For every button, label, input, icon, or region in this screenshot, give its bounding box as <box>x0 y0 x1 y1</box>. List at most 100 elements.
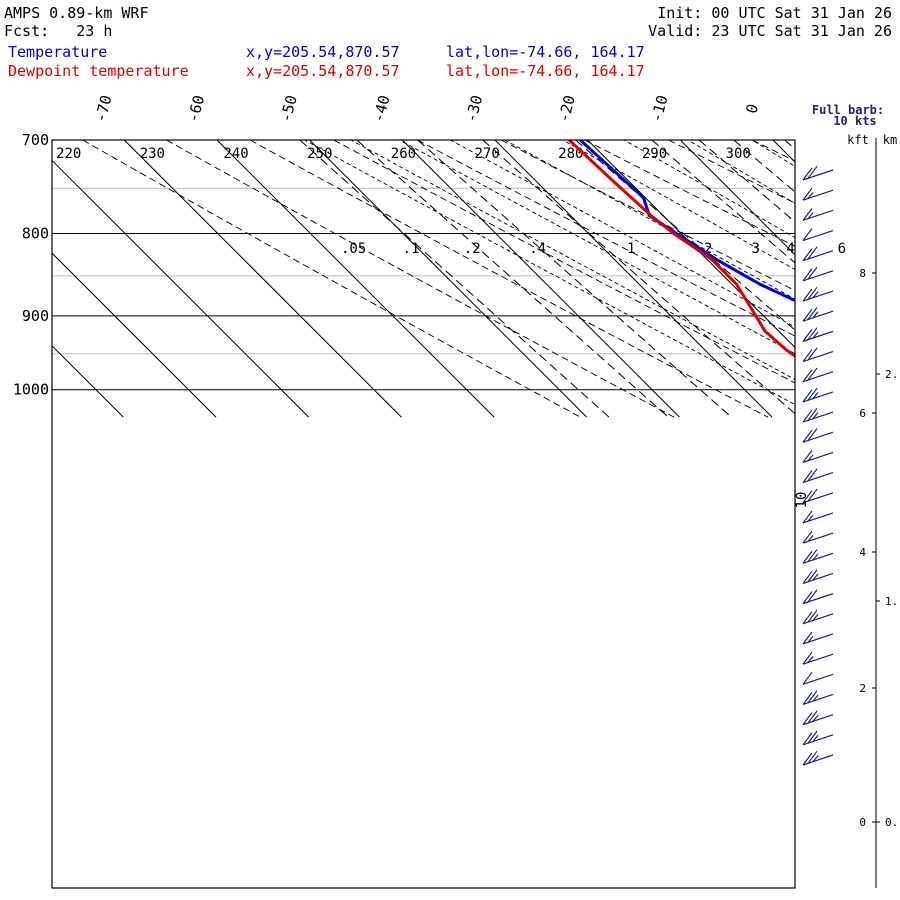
wind-barb-staff <box>802 693 834 706</box>
wind-barb <box>802 730 834 746</box>
wind-barb-half <box>812 573 819 581</box>
kft-tick-label: 2 <box>859 682 866 695</box>
wind-barb-flag <box>807 165 818 179</box>
wind-barb-half <box>807 212 814 220</box>
mixing-ratio-label: 4 <box>786 241 794 257</box>
km-tick-label: 1. <box>885 595 898 608</box>
legend-dewpoint-xy: x,y=205.54,870.57 <box>246 62 400 80</box>
legend-temperature-xy: x,y=205.54,870.57 <box>246 43 400 61</box>
moist-adiabat-line <box>350 140 795 380</box>
wind-barb <box>802 187 834 201</box>
wind-barb-flag <box>807 468 818 482</box>
wind-barb-flag <box>807 367 818 381</box>
wind-barb-flag <box>802 450 813 463</box>
wind-barb-flag <box>807 408 818 421</box>
mixing-ratio-label: .05 <box>341 241 366 257</box>
wind-barb-flag <box>802 631 813 645</box>
wind-barb-flag <box>802 389 813 403</box>
wind-barb-half <box>812 735 819 742</box>
wind-barb-flag <box>802 248 813 262</box>
legend-dewpoint: Dewpoint temperature <box>8 62 189 80</box>
wind-barb-staff <box>802 169 834 181</box>
wind-barb-flag <box>802 530 813 544</box>
isotherm-line <box>772 139 796 163</box>
wind-barb-staff <box>802 673 834 685</box>
wind-barb-flag <box>802 732 813 746</box>
legend-temperature-latlon: lat,lon=-74.66, 164.17 <box>446 43 645 61</box>
wind-barb <box>802 307 834 322</box>
dry-adiabat-label: 250 <box>307 146 332 162</box>
pressure-tick-label: 700 <box>22 131 49 149</box>
wind-barb <box>802 266 834 282</box>
wind-barb-staff <box>802 633 834 645</box>
wind-barb-staff <box>802 451 834 463</box>
isotherm-line <box>123 139 402 418</box>
wind-barb-flag <box>802 288 813 302</box>
wind-barb-staff <box>802 189 834 201</box>
wind-barb-flag <box>802 671 813 685</box>
wind-barb-flag <box>807 428 818 441</box>
wind-barb-flag <box>807 347 818 361</box>
wind-barb-flag <box>802 490 813 504</box>
wind-barb-staff <box>802 290 834 302</box>
wind-barb <box>802 510 834 524</box>
wind-barb <box>802 549 834 564</box>
pressure-tick-label: 1000 <box>13 381 49 399</box>
isotherm-label: 0 <box>742 102 762 115</box>
wind-barb-flag <box>802 409 813 423</box>
wind-barb-staff <box>802 350 834 363</box>
wind-barb-half <box>807 514 814 522</box>
wind-barb-flag <box>802 167 813 181</box>
wind-barb <box>802 347 834 363</box>
isotherm-line <box>309 139 588 418</box>
kft-tick-label: 4 <box>859 546 866 559</box>
wind-barb <box>802 609 834 625</box>
moist-adiabat-line <box>450 140 795 328</box>
dry-adiabat-label: 230 <box>140 146 165 162</box>
mixing-ratio-label: 2 <box>704 241 712 257</box>
dry-adiabat-line <box>417 140 795 337</box>
wind-barb-staff <box>802 310 834 322</box>
wind-barb-flag <box>802 207 813 221</box>
wind-barb-staff <box>802 532 834 544</box>
dry-adiabat-line <box>752 140 795 162</box>
wind-barb <box>802 428 834 443</box>
wind-barb <box>802 387 834 403</box>
wind-barb-flag <box>802 712 813 726</box>
wind-barb-flag <box>807 569 818 583</box>
wind-barb-staff <box>802 371 834 383</box>
wind-barb-flag <box>802 550 813 564</box>
dry-adiabat-line <box>82 140 581 418</box>
model-title: AMPS 0.89-km WRF <box>4 4 149 22</box>
wind-barb-flag <box>802 651 813 665</box>
kft-tick-label: 8 <box>859 267 866 280</box>
kft-axis-label: kft <box>847 133 869 147</box>
temperature-profile <box>579 140 795 303</box>
wind-barb-staff <box>802 714 834 726</box>
isotherm-label: -30 <box>462 93 486 124</box>
wind-barb-flag <box>802 228 813 241</box>
mixing-ratio-line <box>299 140 610 418</box>
wind-barb-flag <box>802 329 813 342</box>
wind-barb-flag <box>807 589 818 603</box>
wind-barb-flag <box>802 510 813 524</box>
wind-barb-staff <box>802 512 834 524</box>
wind-barb-staff <box>802 734 834 746</box>
wind-barb-staff <box>802 572 834 585</box>
wind-barb <box>802 367 834 383</box>
wind-barb <box>802 710 834 726</box>
wind-barb-staff <box>802 593 834 605</box>
isotherm-line <box>679 139 796 256</box>
wind-barb <box>802 327 834 342</box>
wind-barb-half <box>812 311 819 319</box>
wind-barb-staff <box>802 552 834 564</box>
wind-barb <box>802 207 834 221</box>
wind-barb <box>802 488 834 504</box>
isotherm-line <box>51 160 310 418</box>
wind-barb-flag <box>802 369 813 383</box>
isotherm-line <box>216 139 495 418</box>
moist-adiabat-line <box>623 140 795 239</box>
wind-barb-half <box>812 553 819 561</box>
isotherm-label: -50 <box>277 93 301 124</box>
wind-barb-flag <box>802 349 813 362</box>
